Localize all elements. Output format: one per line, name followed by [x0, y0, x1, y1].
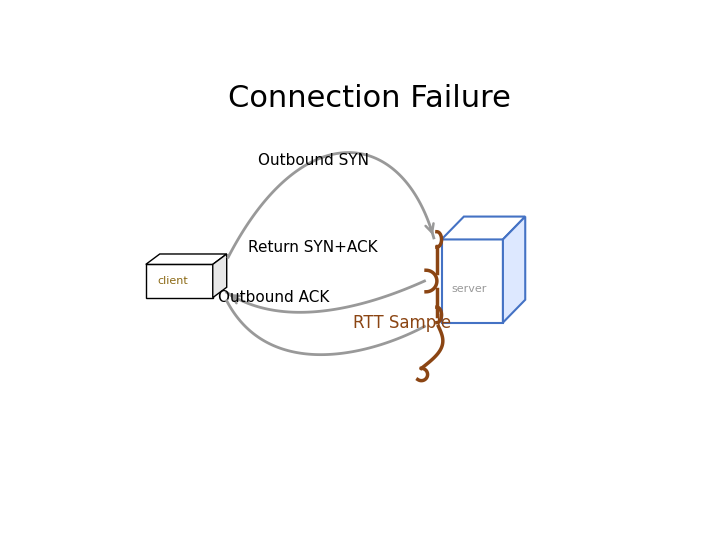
Polygon shape: [213, 254, 227, 298]
Text: Connection Failure: Connection Failure: [228, 84, 510, 112]
Text: Outbound ACK: Outbound ACK: [218, 290, 330, 305]
Polygon shape: [441, 217, 526, 239]
Text: server: server: [451, 285, 487, 294]
Bar: [441, 239, 503, 322]
Text: RTT Sample: RTT Sample: [354, 314, 451, 332]
Bar: [145, 265, 213, 298]
Polygon shape: [503, 217, 526, 322]
Text: client: client: [157, 276, 188, 286]
Text: Return SYN+ACK: Return SYN+ACK: [248, 240, 378, 255]
Text: Outbound SYN: Outbound SYN: [258, 153, 369, 168]
Polygon shape: [145, 254, 227, 265]
